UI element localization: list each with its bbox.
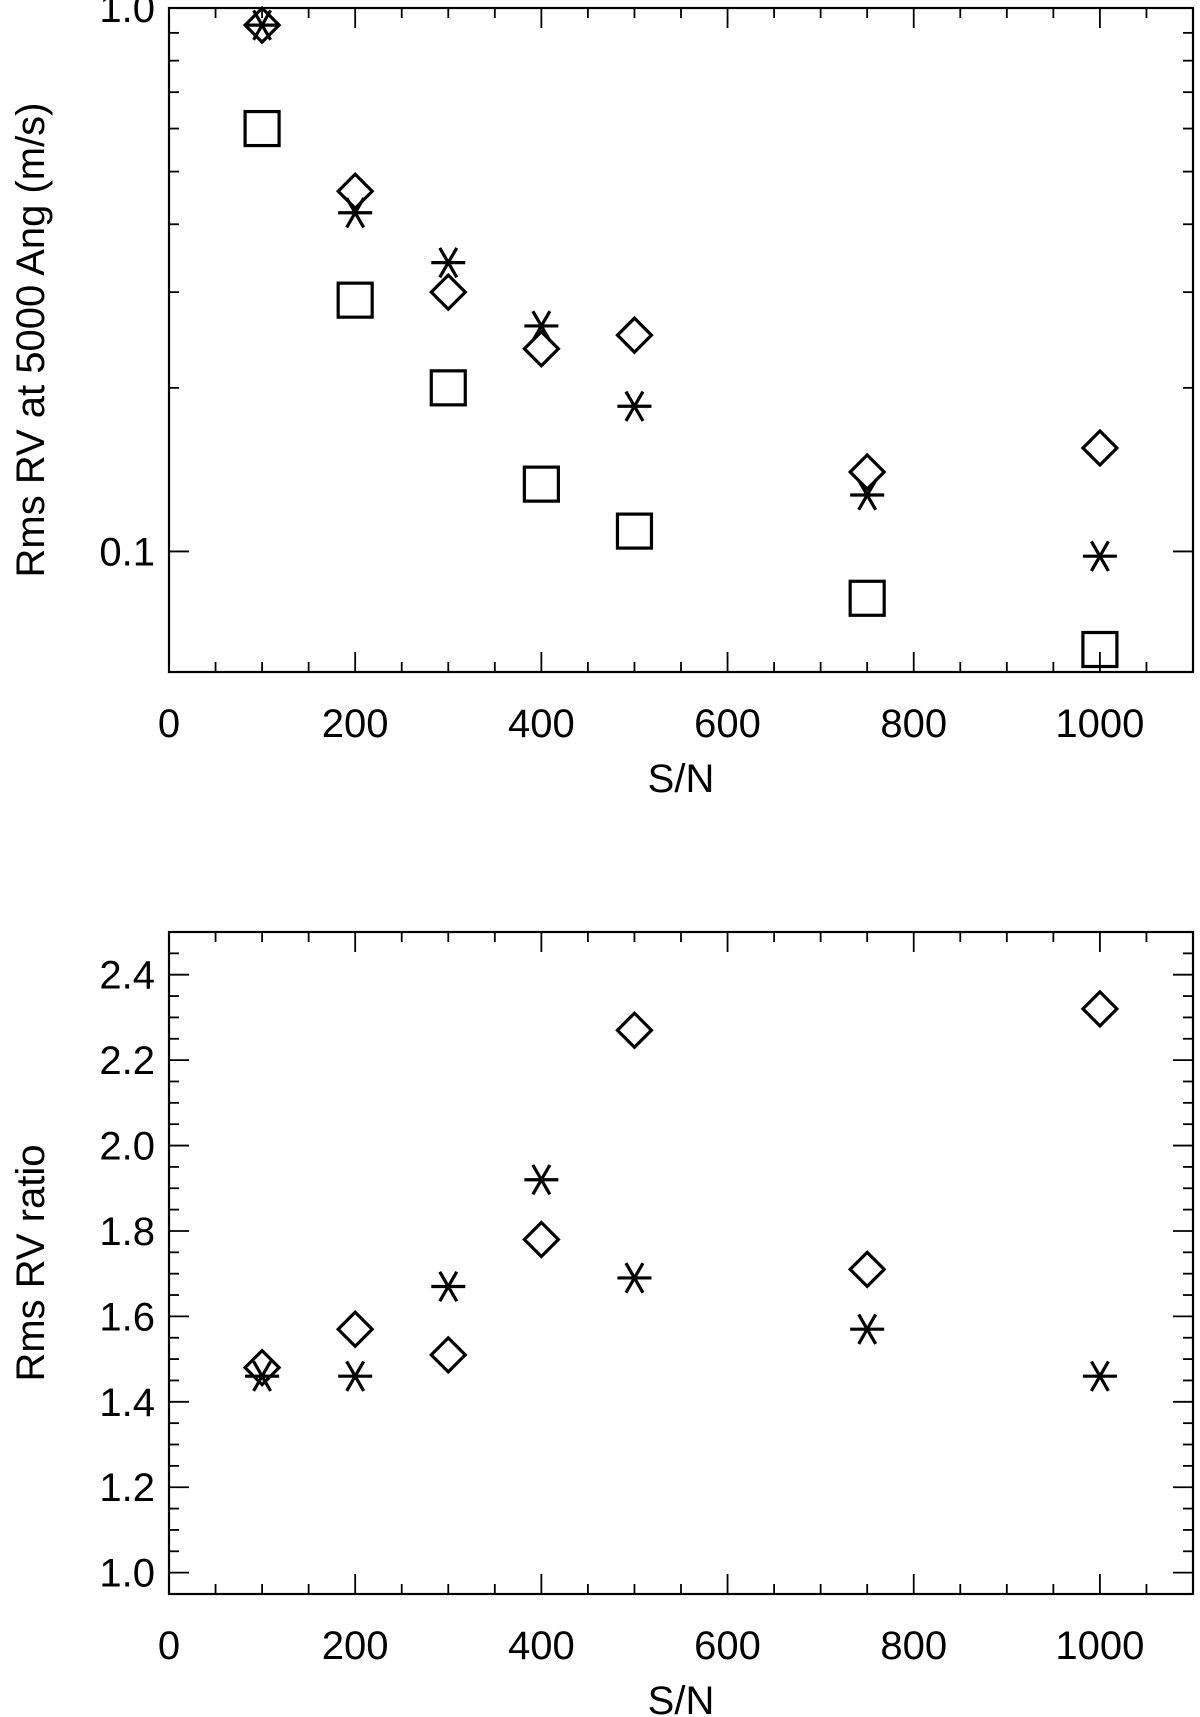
bottom-y-tick-label: 1.6 [99,1295,155,1339]
top-point-square [615,512,654,550]
top-y-tick-label: 1.0 [99,0,155,31]
top-point-asterisk [245,9,280,41]
top-point-square [848,579,886,617]
bottom-point-diamond [615,1010,654,1050]
bottom-y-tick-label: 1.2 [99,1466,155,1510]
bottom-y-tick-label: 2.2 [99,1039,155,1083]
bottom-point-asterisk [338,1360,373,1392]
top-point-asterisk [1082,540,1117,572]
bottom-point-asterisk [524,1164,559,1196]
top-x-tick-label: 200 [322,702,389,746]
bottom-point-asterisk [617,1262,652,1294]
top-chart: 0 200 400 600 800 1000 1.0 0.1 S/N Rms RV at 5000… [9,0,1195,801]
top-x-tick-label: 1000 [1055,702,1144,746]
top-point-diamond [1080,428,1120,468]
bottom-x-tick-label: 800 [880,1624,947,1668]
top-x-tick-label: 800 [880,702,947,746]
bottom-point-diamond [847,1250,887,1289]
top-point-square [429,369,467,407]
top-point-square [1081,630,1119,669]
top-point-square [243,109,281,148]
top-point-diamond [847,452,887,492]
bottom-y-axis-title: Rms RV ratio [9,1144,53,1381]
top-point-asterisk [850,479,885,511]
bottom-x-axis-title: S/N [648,1679,715,1717]
top-point-asterisk [431,247,466,279]
bottom-x-tick-label: 1000 [1055,1624,1144,1668]
top-x-tick-label: 0 [158,702,180,746]
bottom-y-tick-label: 1.0 [99,1552,155,1596]
bottom-plot-frame [167,930,1195,1596]
top-x-axis-title: S/N [648,757,715,801]
bottom-chart: 0 200 400 600 800 1000 1.0 1.2 1.4 1.6 1.8 2.0 2.2 2.… [9,930,1195,1717]
top-point-asterisk [524,310,559,342]
top-point-square [522,465,560,503]
bottom-point-diamond [1080,989,1120,1029]
top-point-diamond [615,315,654,355]
bottom-y-tick-label: 1.4 [99,1381,155,1425]
top-y-axis-title: Rms RV at 5000 Ang (m/s) [9,103,53,578]
bottom-x-tick-label: 600 [694,1624,761,1668]
bottom-y-tick-label: 1.8 [99,1210,155,1254]
bottom-y-tick-label: 2.0 [99,1125,155,1169]
bottom-point-asterisk [850,1313,885,1345]
bottom-point-diamond [429,1335,468,1375]
bottom-point-asterisk [1082,1360,1117,1392]
top-point-asterisk [338,197,373,229]
bottom-point-diamond [242,1348,282,1387]
top-point-diamond [429,272,468,312]
top-point-diamond [335,172,375,211]
top-point-square [336,281,374,319]
bottom-point-asterisk [431,1270,466,1303]
bottom-point-diamond [335,1309,375,1349]
bottom-point-asterisk [245,1360,280,1392]
top-x-tick-label: 400 [508,702,575,746]
bottom-point-diamond [522,1220,561,1259]
bottom-y-tick-label: 2.4 [99,954,155,998]
bottom-x-tick-label: 0 [158,1624,180,1668]
top-y-tick-label: 0.1 [99,530,155,574]
top-point-diamond [242,5,282,45]
top-x-tick-label: 600 [694,702,761,746]
bottom-x-tick-label: 200 [322,1624,389,1668]
top-point-asterisk [617,390,652,422]
top-point-diamond [522,329,561,369]
top-plot-frame [167,6,1195,674]
bottom-x-tick-label: 400 [508,1624,575,1668]
